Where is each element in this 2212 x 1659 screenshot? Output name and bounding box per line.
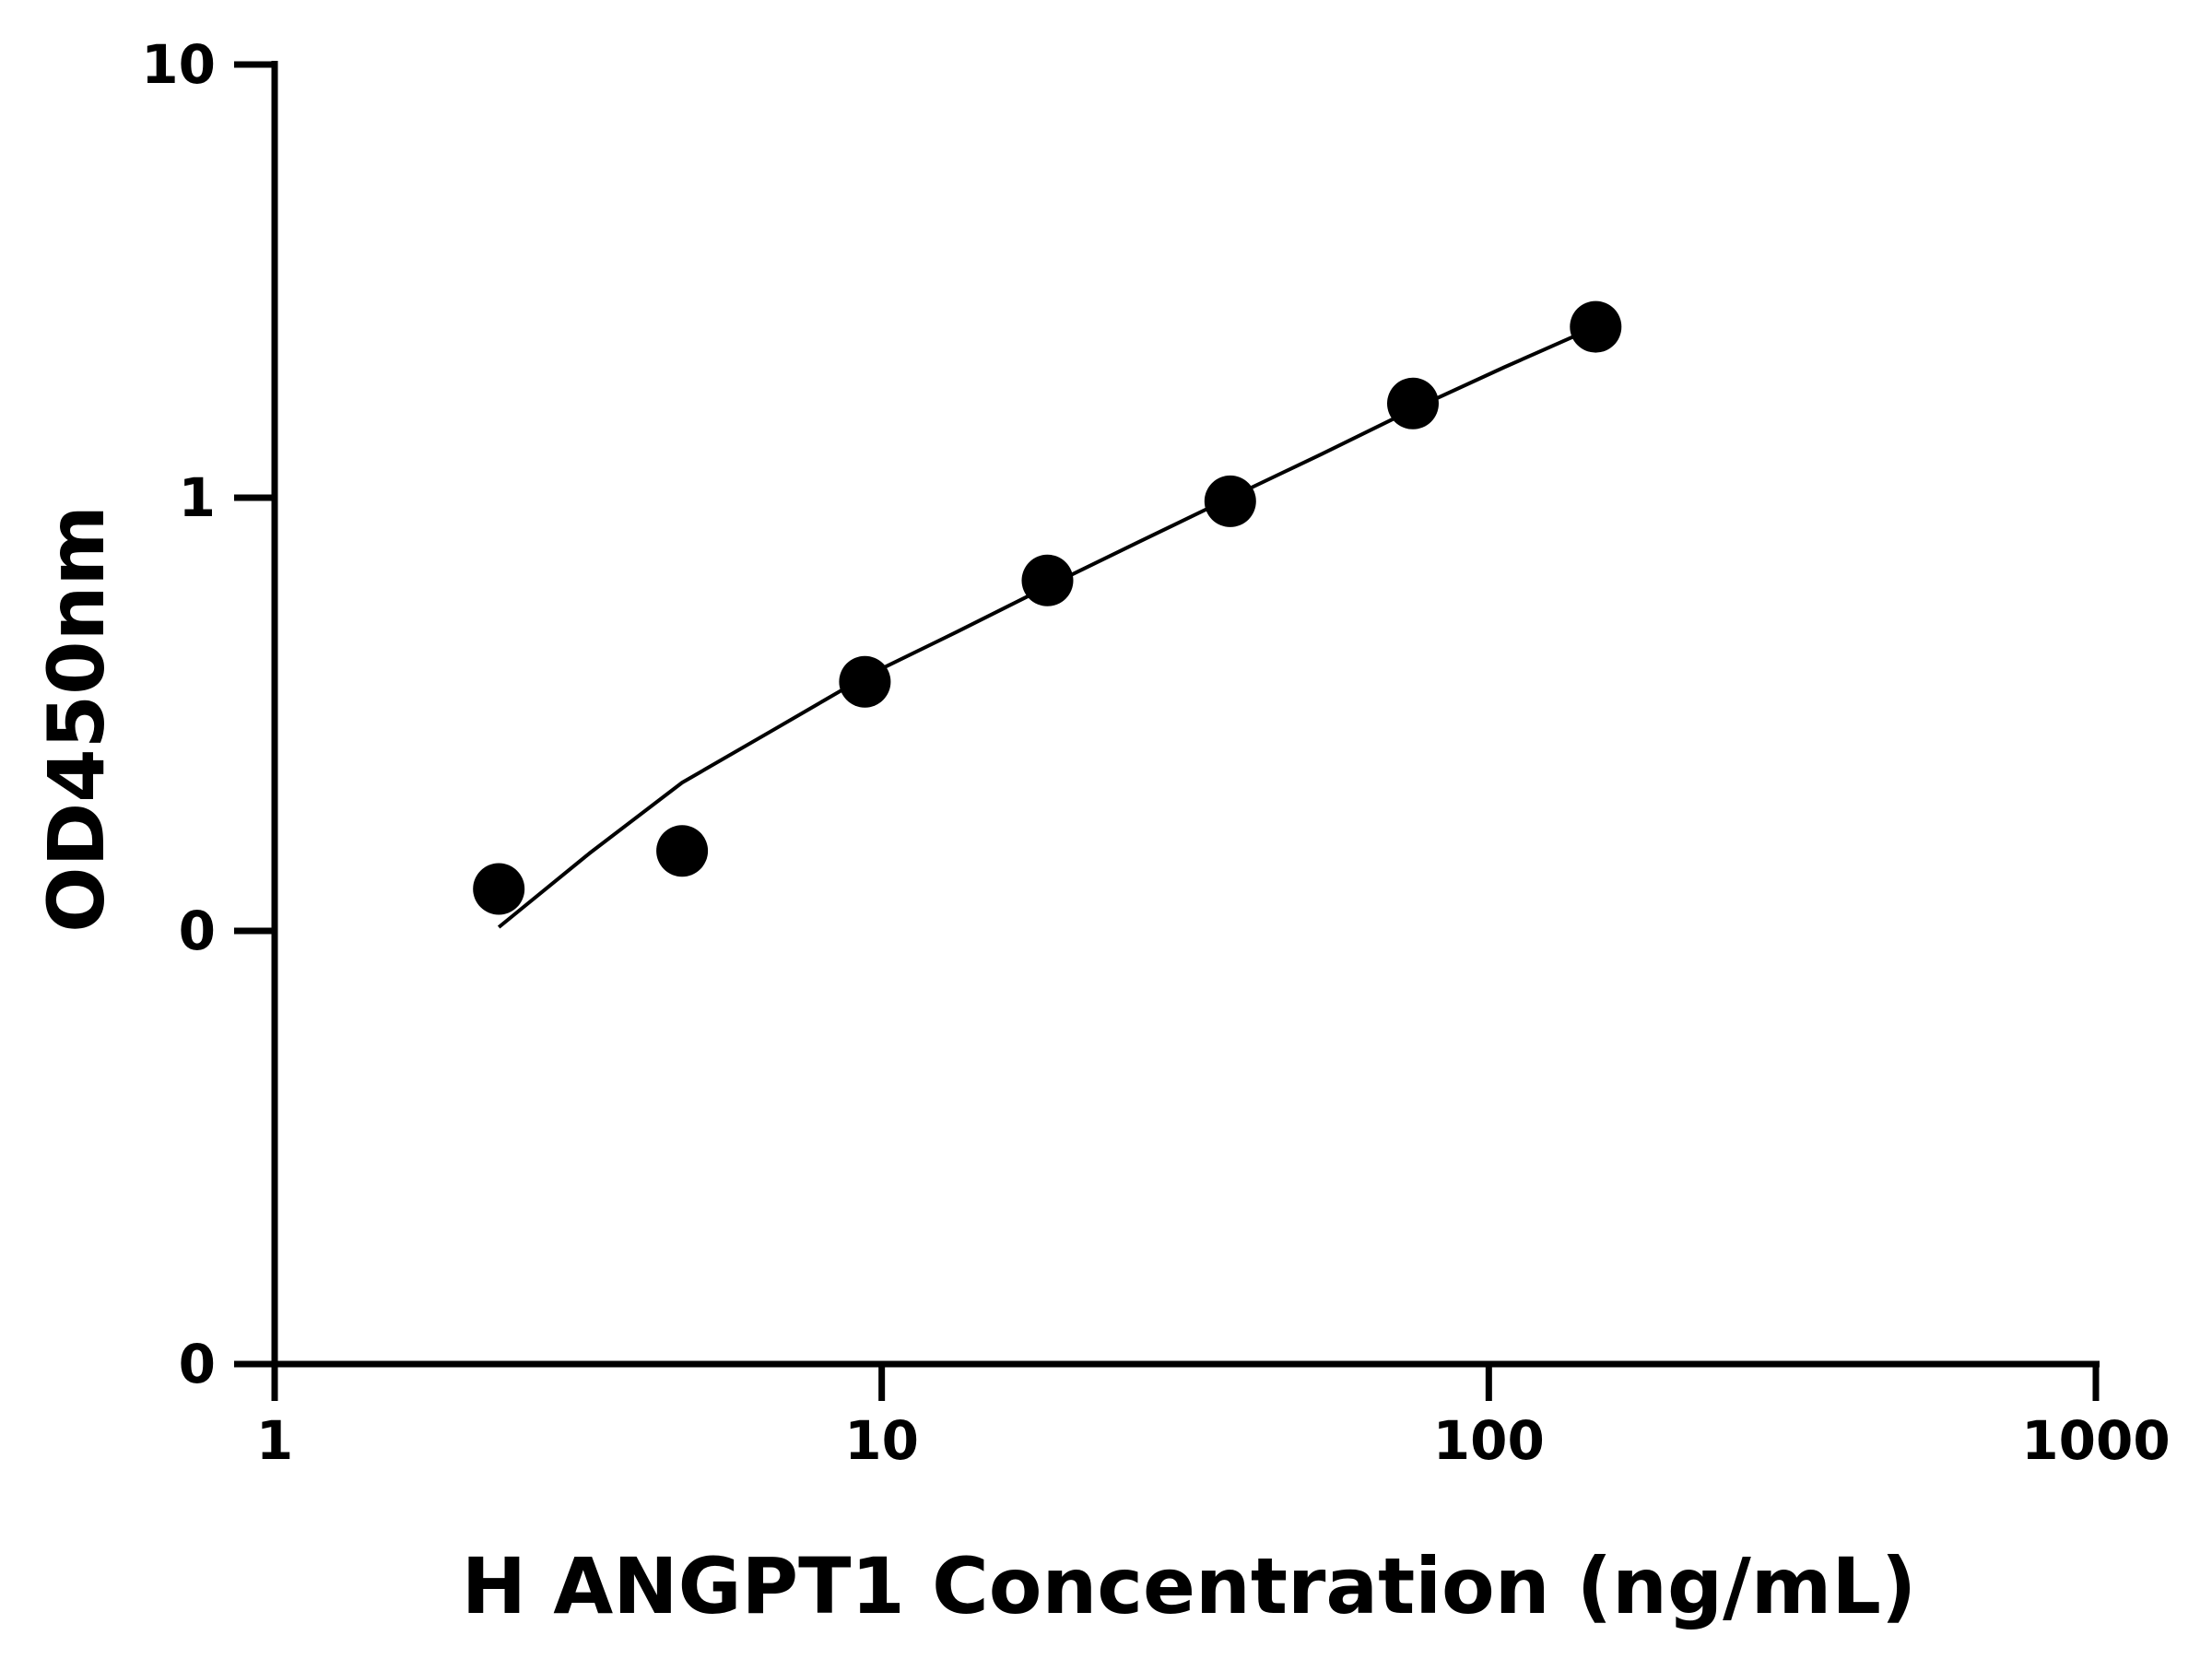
data-point-5 [1387,377,1439,429]
x-tick-label-3: 1000 [2021,1409,2170,1472]
data-point-0 [473,863,525,915]
x-axis-title: H ANGPT1 Concentration (ng/mL) [462,1541,1917,1631]
data-points [473,300,1622,915]
y-axis: 0 0 1 10 [141,33,278,1395]
data-point-6 [1570,300,1622,353]
data-point-1 [656,825,709,877]
x-tick-label-1: 10 [844,1409,919,1472]
y-tick-label-0: 0 [179,1333,216,1395]
x-tick-label-2: 100 [1433,1409,1545,1472]
y-tick-label-3: 10 [141,33,216,96]
y-tick-label-2: 1 [179,466,216,529]
data-point-2 [839,655,891,708]
data-point-3 [1021,554,1074,606]
data-point-4 [1204,475,1256,527]
x-axis: 1 10 100 1000 [234,1360,2171,1472]
y-axis-title: OD450nm [31,505,122,933]
y-tick-label-1: 0 [179,900,216,962]
x-tick-label-0: 1 [256,1409,293,1472]
